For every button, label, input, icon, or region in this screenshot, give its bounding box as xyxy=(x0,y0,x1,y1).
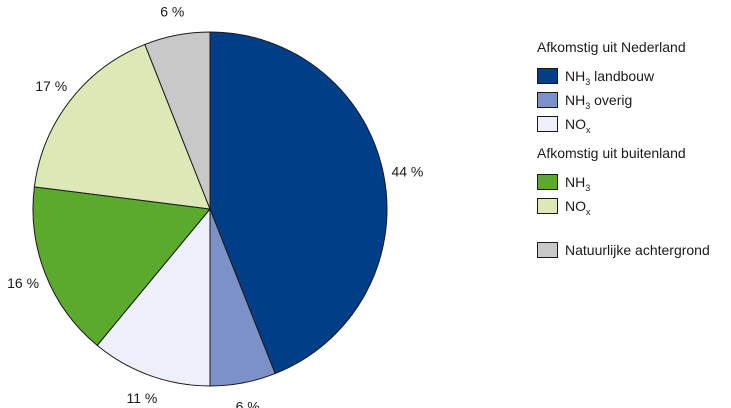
legend-item-rest: overig xyxy=(590,92,632,108)
pie-slice-bl-nox xyxy=(33,43,211,210)
legend-item-label: NH3 xyxy=(565,174,590,193)
legend-group-title: Afkomstig uit Nederland xyxy=(537,39,686,55)
legend-item-label: NH3 overig xyxy=(565,92,632,111)
legend-item-subscript: x xyxy=(586,207,591,217)
legend-swatch-bl-nox xyxy=(537,198,558,214)
legend-item-base: NH xyxy=(565,174,585,190)
legend-item-subscript: 3 xyxy=(585,77,590,87)
legend-swatch-nl-nh3-landbouw xyxy=(537,68,558,84)
pie-slice-nl-nox xyxy=(96,207,211,387)
legend-item-label: Natuurlijke achtergrond xyxy=(565,242,710,258)
legend-item-subscript: 3 xyxy=(585,183,590,193)
pie-slices xyxy=(32,31,388,387)
legend-swatch-achtergrond xyxy=(537,242,558,258)
slice-label: 11 % xyxy=(126,390,157,406)
pie-slice-bl-nh3 xyxy=(32,186,211,347)
legend-swatch-bl-nh3 xyxy=(537,174,558,190)
legend-item-subscript: 3 xyxy=(585,101,590,111)
legend-item-label: NOx xyxy=(565,116,591,135)
legend-swatch-nl-nox xyxy=(537,116,558,132)
legend-item-base: Natuurlijke achtergrond xyxy=(565,242,710,258)
legend-item-subscript: x xyxy=(586,125,591,135)
legend-item-rest: landbouw xyxy=(590,68,655,84)
slice-label: 6 % xyxy=(160,4,184,20)
legend-item-base: NH xyxy=(565,92,585,108)
legend-item-base: NO xyxy=(565,116,586,132)
pie-slice-labels: 44 % 6 % 11 % 16 % 17 % 6 % xyxy=(7,4,423,408)
pie-slice-achtergrond xyxy=(144,31,211,210)
legend-item-label: NOx xyxy=(565,198,591,217)
legend-group-title: Afkomstig uit buitenland xyxy=(537,145,686,161)
slice-label: 6 % xyxy=(236,398,260,408)
legend-item-base: NH xyxy=(565,68,585,84)
legend-item-label: NH3 landbouw xyxy=(565,68,655,87)
pie-slice-nl-nh3-landbouw xyxy=(209,31,388,375)
slice-label: 16 % xyxy=(7,275,39,291)
legend-swatch-nl-nh3-overig xyxy=(537,92,558,108)
legend-item-base: NO xyxy=(565,198,586,214)
slice-label: 44 % xyxy=(391,163,423,179)
slice-label: 17 % xyxy=(35,78,67,94)
